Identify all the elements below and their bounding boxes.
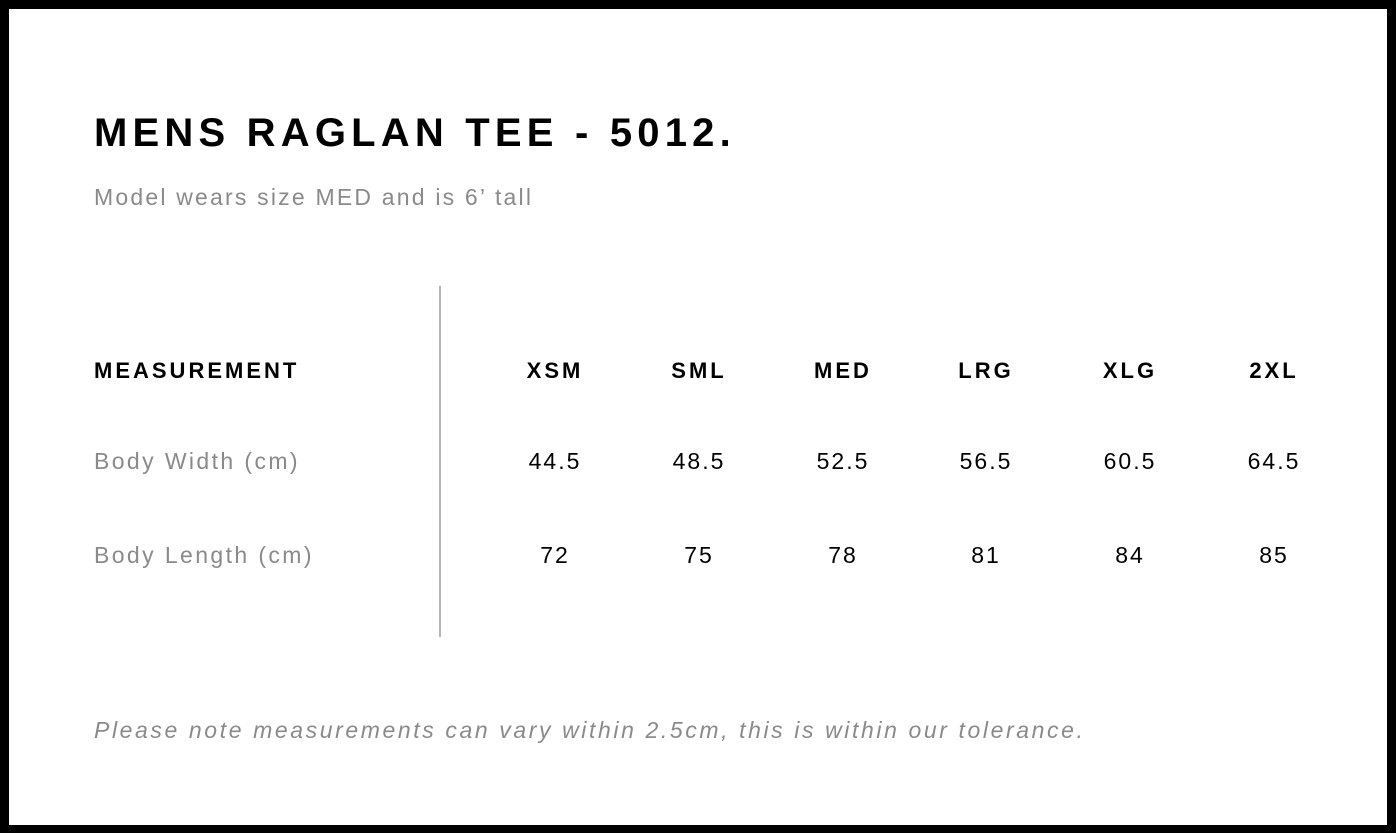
table-cell: 78	[828, 542, 858, 568]
tolerance-note: Please note measurements can vary within…	[94, 717, 1086, 743]
model-info: Model wears size MED and is 6’ tall	[94, 184, 534, 210]
page-title: MENS RAGLAN TEE - 5012.	[94, 111, 736, 155]
table-cell: 44.5	[528, 448, 582, 474]
size-header-sml: SML	[671, 358, 727, 383]
column-divider	[439, 286, 441, 637]
table-cell: 72	[540, 542, 570, 568]
table-cell: 48.5	[672, 448, 726, 474]
table-cell: 56.5	[959, 448, 1013, 474]
table-cell: 75	[684, 542, 714, 568]
table-cell: 84	[1115, 542, 1145, 568]
size-header-2xl: 2XL	[1249, 358, 1299, 383]
size-header-med: MED	[814, 358, 872, 383]
size-header-lrg: LRG	[958, 358, 1014, 383]
size-header-xsm: XSM	[526, 358, 584, 383]
row-label: Body Length (cm)	[94, 542, 314, 568]
table-cell: 81	[971, 542, 1001, 568]
table-cell: 64.5	[1247, 448, 1301, 474]
size-header-xlg: XLG	[1102, 358, 1158, 383]
table-cell: 52.5	[816, 448, 870, 474]
measurement-header: MEASUREMENT	[94, 358, 300, 383]
size-chart-card: MENS RAGLAN TEE - 5012. Model wears size…	[9, 9, 1387, 825]
table-cell: 60.5	[1103, 448, 1157, 474]
row-label: Body Width (cm)	[94, 448, 300, 474]
table-cell: 85	[1259, 542, 1289, 568]
